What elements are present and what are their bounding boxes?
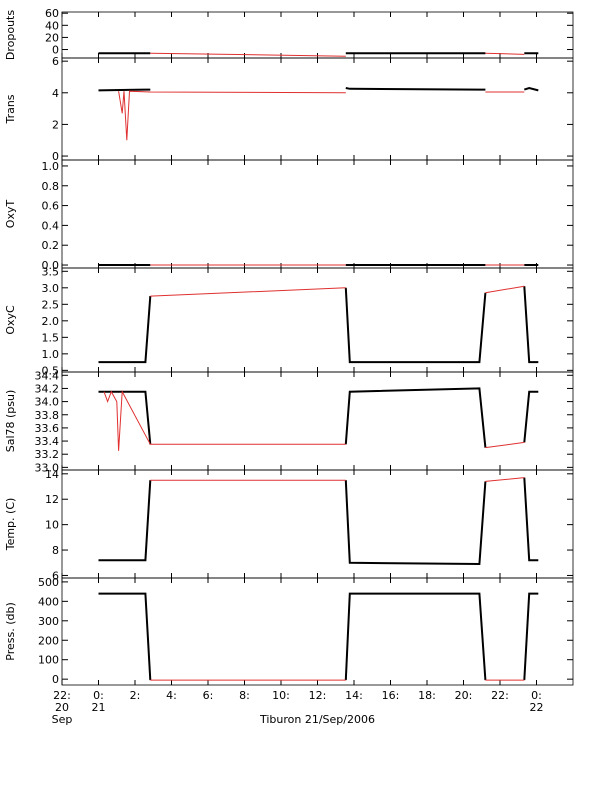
plot-frame (61, 57, 574, 161)
y-tick-label: 33.6 (35, 422, 60, 435)
y-tick-label: 1.5 (42, 331, 60, 344)
data-line (98, 86, 539, 92)
y-tick-label: 33.0 (35, 461, 60, 474)
data-line (98, 286, 539, 364)
x-tick-label: 22: (491, 689, 509, 702)
y-tick-label: 0 (52, 150, 59, 163)
y-axis-label: Trans (4, 94, 17, 124)
y-tick-label: 2.5 (42, 298, 60, 311)
x-tick-label: 10: (272, 689, 290, 702)
data-line (103, 389, 525, 451)
y-tick-label: 400 (38, 595, 59, 608)
y-tick-label: 40 (45, 19, 59, 32)
x-tick-label: 20: (455, 689, 473, 702)
data-line (98, 592, 539, 681)
x-tick-label: 0: 21 (92, 689, 106, 714)
y-tick-label: 12 (45, 493, 59, 506)
data-line (118, 90, 525, 141)
y-axis-label: Temp. (C) (4, 498, 17, 552)
data-line (150, 477, 525, 482)
y-tick-label: 6 (52, 55, 59, 68)
y-axis-label: OxyT (4, 200, 17, 229)
y-tick-label: 0.0 (42, 259, 60, 272)
x-tick-label: 14: (345, 689, 363, 702)
y-tick-label: 4 (52, 87, 59, 100)
y-axis-label: OxyC (4, 305, 17, 335)
y-tick-label: 8 (52, 544, 59, 557)
x-tick-label: 6: (203, 689, 214, 702)
plot-frame (61, 159, 574, 269)
plot-frame (61, 371, 574, 471)
plot-frame (61, 469, 574, 579)
data-line (98, 477, 539, 566)
y-tick-label: 60 (45, 7, 59, 20)
plot-frame (61, 267, 574, 373)
y-tick-label: 0 (52, 673, 59, 686)
y-tick-label: 200 (38, 634, 59, 647)
y-axis-label: Dropouts (4, 10, 17, 60)
x-tick-label: 8: (239, 689, 250, 702)
x-tick-label: 2: (130, 689, 141, 702)
y-tick-label: 14 (45, 468, 59, 481)
y-tick-label: 0.5 (42, 364, 60, 377)
y-tick-label: 100 (38, 654, 59, 667)
y-tick-label: 0.4 (42, 219, 60, 232)
y-tick-label: 3.0 (42, 282, 60, 295)
y-tick-label: 500 (38, 576, 59, 589)
y-tick-label: 300 (38, 615, 59, 628)
x-tick-label: 4: (166, 689, 177, 702)
y-tick-label: 1.0 (42, 160, 60, 173)
y-tick-label: 33.8 (35, 409, 60, 422)
y-tick-label: 20 (45, 31, 59, 44)
x-tick-label: 22: 20 Sep (52, 689, 73, 726)
y-axis-label: Sal78 (psu) (4, 390, 17, 453)
y-tick-label: 34.0 (35, 396, 60, 409)
x-tick-label: 0: 22 (530, 689, 544, 714)
x-axis-label: Tiburon 21/Sep/2006 (259, 713, 375, 726)
y-tick-label: 6 (52, 569, 59, 582)
y-tick-label: 0.8 (42, 180, 60, 193)
y-tick-label: 33.2 (35, 448, 60, 461)
plot-frame (61, 11, 574, 59)
y-tick-label: 10 (45, 519, 59, 532)
data-line (98, 387, 539, 448)
y-tick-label: 0.2 (42, 239, 60, 252)
x-tick-label: 16: (382, 689, 400, 702)
y-tick-label: 2.0 (42, 315, 60, 328)
y-axis-label: Press. (db) (4, 602, 17, 661)
x-tick-label: 12: (309, 689, 327, 702)
y-tick-label: 34.2 (35, 382, 60, 395)
y-tick-label: 0 (52, 44, 59, 57)
y-tick-label: 33.4 (35, 435, 60, 448)
y-tick-label: 34.4 (35, 369, 60, 382)
data-line (150, 52, 525, 57)
y-tick-label: 2 (52, 118, 59, 131)
y-tick-label: 3.5 (42, 265, 60, 278)
data-line (150, 285, 525, 297)
x-tick-label: 18: (418, 689, 436, 702)
y-tick-label: 0.6 (42, 200, 60, 213)
y-tick-label: 1.0 (42, 348, 60, 361)
